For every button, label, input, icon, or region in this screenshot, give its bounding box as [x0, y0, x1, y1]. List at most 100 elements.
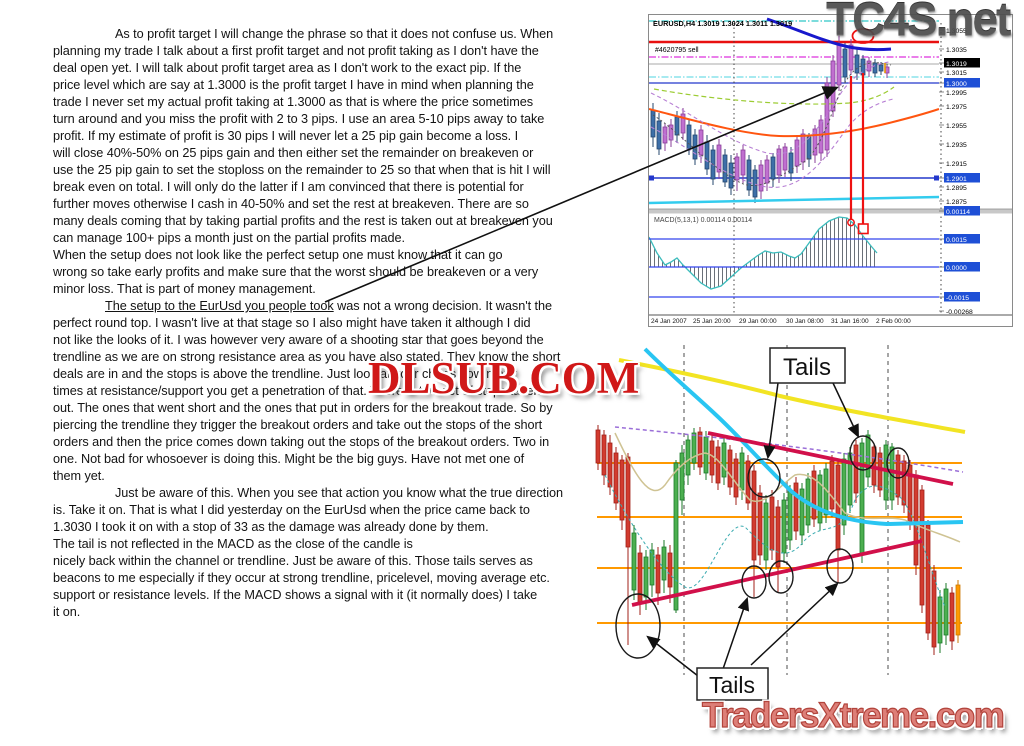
candlestick [793, 477, 799, 540]
text-line: out. The ones that went short and the on… [53, 401, 553, 415]
text-line: When the setup does not look like the pe… [53, 248, 503, 262]
candlestick [925, 520, 931, 640]
text-line: orders and then the price comes down tak… [53, 435, 550, 449]
price-scale-label: 1.3019 [946, 61, 967, 68]
text-line: them yet. [53, 469, 105, 483]
candlestick [883, 440, 889, 510]
candlestick [721, 437, 727, 485]
candlestick [937, 590, 943, 653]
watermark-tc4s: TC4S.net [826, 0, 1011, 45]
candlestick [919, 485, 925, 613]
candlestick [625, 453, 631, 645]
text-line: 1.3030 I took it on with a stop of 33 as… [53, 520, 489, 534]
price-scale-label: -0.00268 [946, 309, 973, 316]
candlestick [595, 425, 601, 470]
price-scale-label: 1.2895 [946, 185, 967, 192]
candlestick [703, 431, 709, 480]
body-text: As to profit target I will change the ph… [53, 26, 563, 621]
candlestick [853, 440, 859, 503]
price-scale-label: 1.3055 [946, 28, 967, 35]
price-scale-label: 1.2975 [946, 104, 967, 111]
candlestick [751, 465, 757, 597]
candlestick-series [595, 425, 961, 655]
watermark-tradersxtreme: TradersXtreme.com [701, 695, 1005, 735]
time-scale-label: 30 Jan 08:00 [786, 318, 824, 325]
price-scale-label: 1.3035 [946, 47, 967, 54]
candlestick [727, 445, 733, 495]
text-line: it on. [53, 605, 81, 619]
candlestick [679, 445, 685, 515]
text-line: one. Not bad for whosoever is doing this… [53, 452, 525, 466]
order-label: #4620795 sell [655, 47, 699, 54]
candlestick [649, 543, 655, 597]
candlestick [601, 430, 607, 485]
chart-symbol-header: EURUSD,H4 1.3019 1.3024 1.3011 1.3019 [653, 19, 792, 28]
candlestick [697, 427, 703, 475]
time-scale: 24 Jan 2007 25 Jan 20:00 29 Jan 00:00 30 Ja… [651, 318, 911, 325]
candlestick [733, 453, 739, 505]
candlestick [842, 43, 848, 83]
text-line: deal open yet. I will talk about profit … [53, 61, 522, 75]
candlestick [607, 435, 613, 495]
text-line: deals are in and the stops is above the … [53, 367, 518, 381]
candlestick [619, 455, 625, 530]
tails-example-chart: Tails Tails [595, 345, 966, 701]
moving-average-lines [604, 347, 966, 608]
candlestick [757, 485, 763, 565]
candlestick [799, 483, 805, 545]
candlestick [631, 525, 637, 600]
text-line: many deals coming that by taking partial… [53, 214, 553, 228]
time-scale-label: 29 Jan 00:00 [739, 318, 777, 325]
price-scale-label: -0.0015 [946, 295, 969, 302]
text-line: piercing the trendline they trigger the … [53, 418, 543, 432]
annotation-arrows [646, 382, 859, 677]
candlestick [907, 460, 913, 530]
price-scale-label: 0.0000 [946, 265, 967, 272]
price-scale-label: 0.00114 [946, 209, 970, 216]
time-scale-label: 25 Jan 20:00 [693, 318, 731, 325]
text-line: use the 25 pip gain to set the stoploss … [53, 163, 551, 177]
macd-indicator-label: MACD(5,13,1) 0.00114 0.00114 [654, 217, 752, 224]
metatrader-eurusd-chart: EURUSD,H4 1.3019 1.3024 1.3011 1.3019 #4… [648, 14, 1013, 327]
candlestick [673, 460, 679, 613]
text-line: trendline as we are on strong resistance… [53, 350, 561, 364]
candlestick [872, 59, 878, 77]
time-scale-label: 2 Feb 00:00 [876, 318, 911, 325]
text-line: times at resistance/support you get a pe… [53, 384, 541, 398]
candlestick [955, 580, 961, 643]
text-line: The tail is not reflected in the MACD as… [53, 537, 413, 551]
text-line: wrong so take early profits and make sur… [53, 265, 539, 279]
text-line: price level which are say at 1.3000 is t… [53, 78, 534, 92]
text-line: turn around and you miss the profit with… [53, 112, 545, 126]
tails-callout-bottom: Tails [696, 667, 769, 701]
candlestick [877, 447, 883, 497]
candlestick [829, 455, 835, 517]
text-line: is. Take it on. That is what I did yeste… [53, 503, 530, 517]
text-line: minor loss. That is part of money manage… [53, 282, 316, 296]
text-line: The setup to the EurUsd you people took … [105, 299, 553, 313]
text-line: trade I never set my actual profit takin… [53, 95, 534, 109]
text-line: nicely back within the channel or trendl… [53, 554, 533, 568]
underlined-phrase: The setup to the EurUsd you people took [105, 299, 334, 313]
candlestick [709, 435, 715, 483]
candlestick [901, 455, 907, 513]
text-line: Just be aware of this. When you see that… [115, 486, 564, 500]
text-line: planning my trade I talk about a first p… [53, 44, 539, 58]
price-scale-label: 1.2995 [946, 90, 967, 97]
text-line: beacons to me especially if they occur a… [53, 571, 550, 585]
candlestick [811, 465, 817, 527]
candlestick [775, 500, 781, 593]
candlestick [613, 447, 619, 510]
price-scale-label: 0.0015 [946, 237, 967, 244]
text-line: support or resistance levels. If the MAC… [53, 588, 538, 602]
text-line: profit. If my estimate of profit is 30 p… [53, 129, 519, 143]
candlestick [746, 155, 752, 196]
candlestick [763, 495, 769, 570]
candlestick [781, 493, 787, 563]
time-scale-label: 31 Jan 16:00 [831, 318, 869, 325]
candlestick [841, 453, 847, 535]
candlestick [787, 485, 793, 550]
candlestick [722, 149, 728, 187]
price-scale-label: 1.2955 [946, 123, 967, 130]
text-line: perfect round top. I wasn't live at that… [53, 316, 531, 330]
